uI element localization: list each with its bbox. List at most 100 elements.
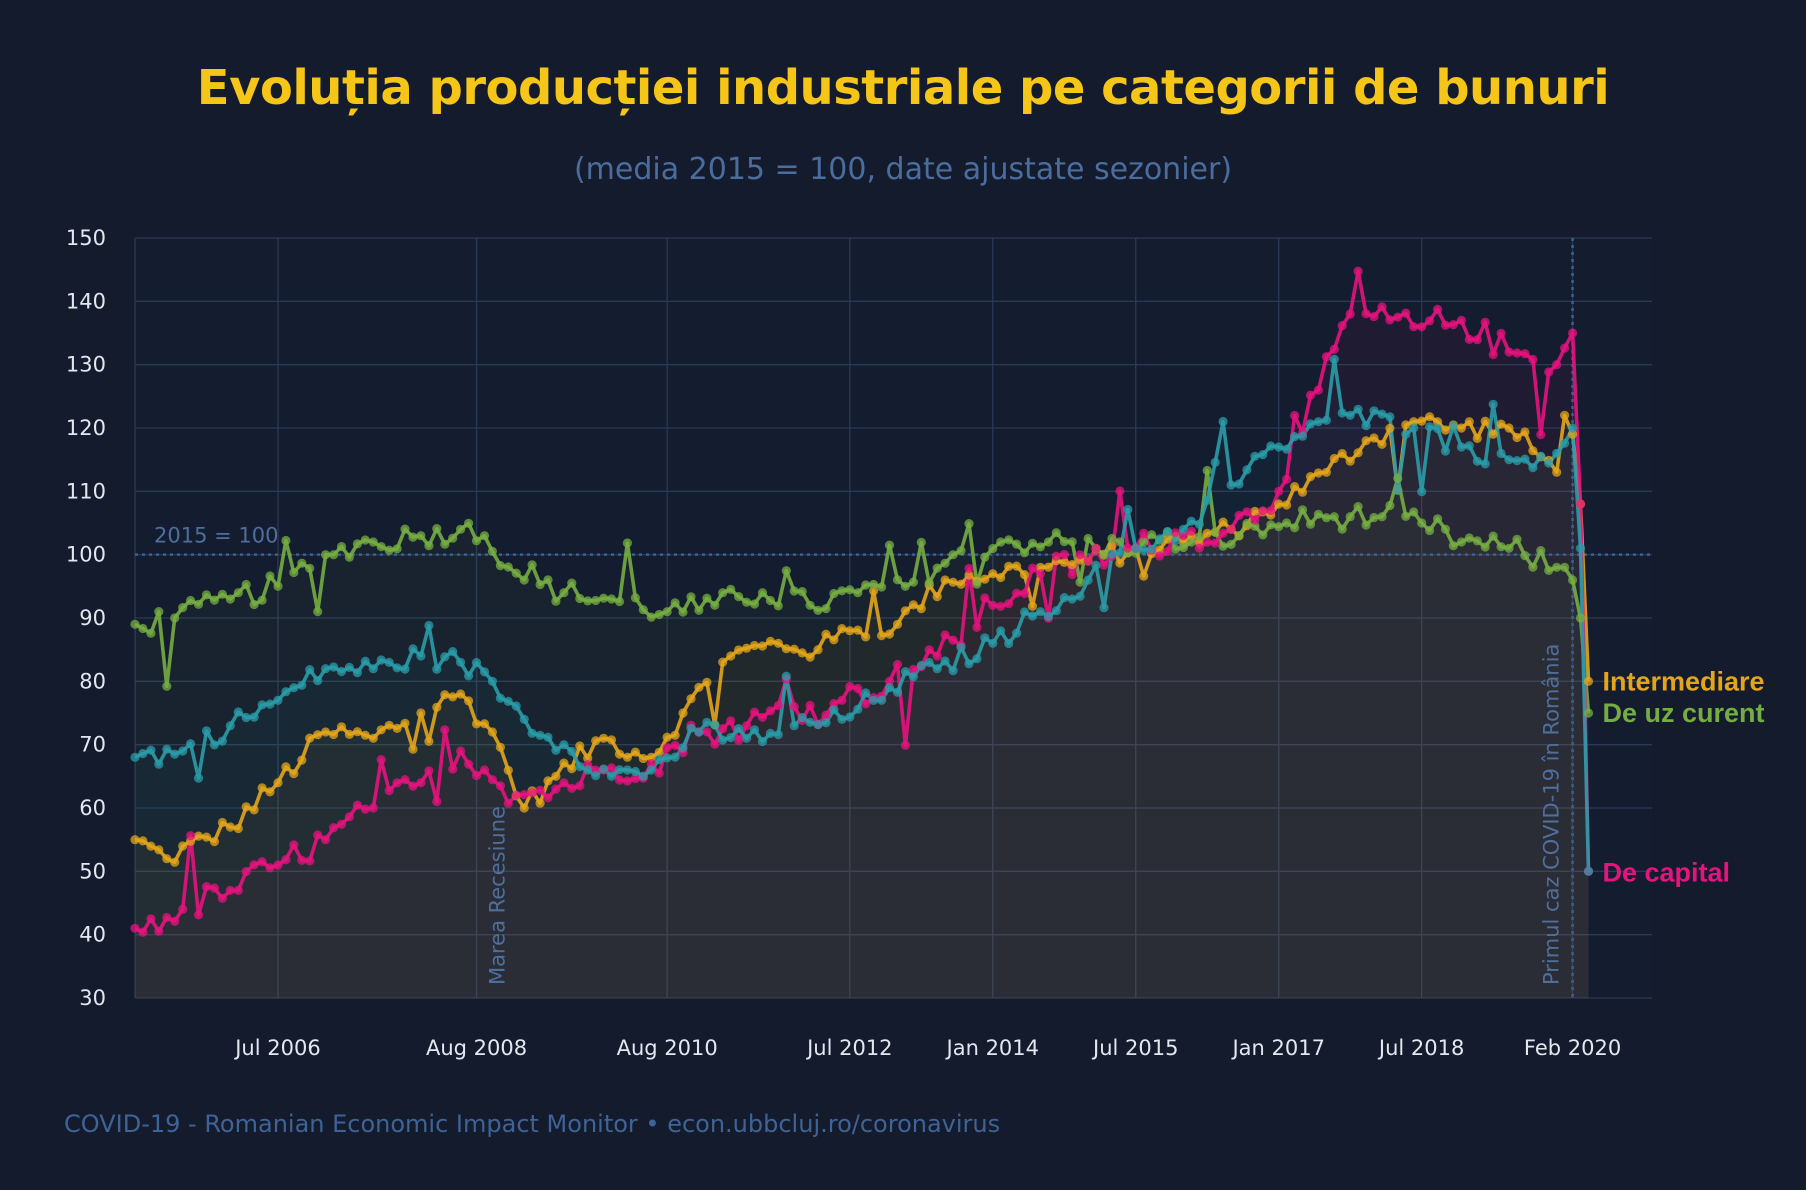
data-point: [1250, 451, 1260, 461]
data-point: [178, 841, 188, 851]
data-point: [884, 683, 895, 693]
data-point: [781, 566, 791, 576]
data-point: [996, 572, 1006, 583]
data-point: [130, 923, 140, 933]
data-point: [1019, 607, 1030, 617]
data-point: [471, 658, 482, 668]
data-point: [1162, 534, 1173, 544]
data-point: [1313, 417, 1323, 427]
data-point: [916, 537, 926, 548]
data-point: [241, 866, 251, 877]
data-point: [1393, 485, 1403, 495]
data-point: [980, 574, 990, 584]
data-point: [186, 831, 196, 841]
data-point: [1290, 432, 1300, 442]
data-point: [614, 775, 625, 785]
data-point: [884, 676, 895, 686]
data-point: [511, 568, 521, 578]
data-point: [916, 660, 926, 671]
data-point: [1067, 560, 1077, 570]
data-point: [805, 717, 815, 727]
data-point: [1297, 487, 1308, 497]
data-point: [432, 664, 442, 674]
data-point: [249, 860, 259, 870]
data-point: [432, 524, 442, 534]
data-point: [1027, 563, 1038, 573]
data-point: [448, 764, 458, 774]
data-point: [742, 733, 752, 743]
data-point: [448, 692, 458, 702]
y-tick-label: 150: [66, 226, 106, 250]
data-point: [1552, 562, 1562, 572]
data-point: [543, 732, 553, 742]
data-point: [789, 644, 799, 654]
data-point: [1488, 399, 1498, 409]
data-point: [1019, 548, 1030, 558]
data-point: [1123, 504, 1133, 515]
data-point: [408, 781, 418, 791]
data-point: [130, 752, 140, 762]
data-point: [1178, 542, 1188, 553]
data-point: [599, 733, 609, 743]
data-point: [551, 596, 561, 606]
data-point: [1440, 320, 1451, 330]
data-point: [742, 721, 752, 731]
x-tick-label: Jul 2018: [1377, 1036, 1464, 1060]
data-point: [289, 769, 299, 779]
data-point: [471, 536, 482, 546]
data-point: [1313, 385, 1323, 395]
data-point: [201, 832, 212, 842]
data-point: [471, 770, 482, 781]
data-point: [988, 638, 998, 648]
data-point: [805, 652, 815, 662]
data-point: [1290, 482, 1300, 492]
data-point: [1377, 439, 1387, 449]
data-point: [257, 700, 267, 710]
data-point: [352, 800, 362, 810]
data-point: [702, 717, 712, 728]
data-point: [1027, 538, 1038, 548]
data-point: [1345, 512, 1355, 522]
data-point: [1282, 518, 1292, 528]
data-point: [614, 596, 625, 607]
data-point: [1393, 312, 1403, 322]
data-point: [1417, 487, 1427, 497]
data-point: [1202, 528, 1212, 539]
data-point: [622, 752, 633, 762]
data-point: [654, 754, 664, 765]
data-point: [1552, 448, 1562, 458]
data-point: [225, 721, 235, 731]
data-point: [797, 587, 807, 597]
data-point: [257, 595, 267, 605]
data-point: [321, 664, 331, 674]
data-point: [1012, 588, 1022, 598]
data-point: [606, 771, 617, 781]
data-point: [400, 718, 410, 728]
data-point: [773, 730, 783, 740]
data-point: [773, 601, 783, 611]
data-point: [1234, 479, 1244, 489]
data-point: [1480, 317, 1490, 327]
data-point: [1282, 500, 1292, 510]
data-point: [1361, 309, 1371, 319]
data-point: [329, 823, 339, 833]
data-point: [1417, 518, 1427, 528]
data-point: [1512, 534, 1522, 544]
data-point: [1464, 533, 1474, 543]
data-point: [1226, 539, 1236, 550]
data-point: [1568, 423, 1578, 433]
data-point: [225, 594, 235, 604]
data-point: [424, 766, 434, 776]
data-point: [710, 600, 720, 610]
data-point: [519, 575, 529, 585]
data-point: [527, 788, 537, 798]
grid-lines: [134, 237, 1652, 999]
data-point: [1035, 542, 1045, 552]
data-point: [1520, 427, 1530, 437]
data-point: [464, 671, 474, 681]
data-point: [1464, 441, 1474, 451]
data-point: [408, 532, 418, 542]
data-point: [877, 631, 887, 641]
data-point: [313, 676, 323, 686]
data-point: [336, 666, 347, 677]
